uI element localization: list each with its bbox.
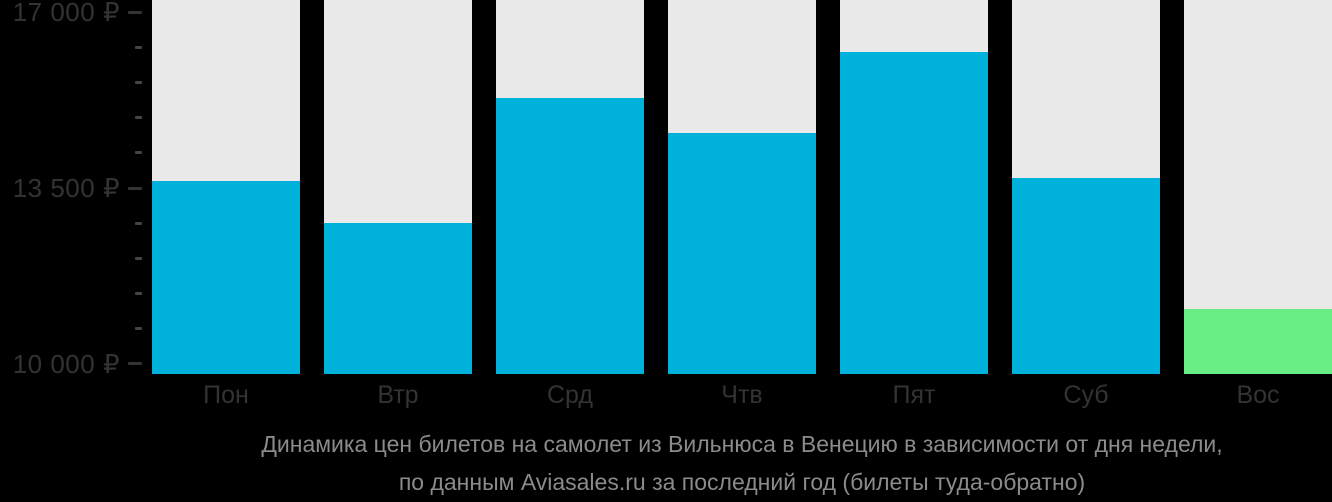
x-axis-label: Чтв (721, 381, 763, 409)
price-bar (840, 52, 988, 374)
price-bar (1012, 178, 1160, 374)
price-bar-lowest (1184, 308, 1332, 374)
bar-column-5 (840, 0, 988, 374)
price-bar (324, 223, 472, 374)
major-tick (128, 186, 142, 190)
x-axis-label: Втр (377, 381, 419, 409)
minor-tick (135, 327, 142, 331)
price-bar (152, 180, 300, 374)
major-tick (128, 10, 142, 14)
x-axis-label: Пон (203, 381, 249, 409)
x-axis-label: Вос (1236, 381, 1280, 409)
minor-tick (135, 45, 142, 49)
price-bar (496, 97, 644, 374)
plot-area (152, 0, 1332, 374)
y-axis-label: 13 500 ₽ (12, 173, 120, 203)
x-axis-label: Срд (547, 381, 593, 409)
bar-column-3 (496, 0, 644, 374)
bar-column-4 (668, 0, 816, 374)
minor-tick (135, 116, 142, 120)
bar-column-7 (1184, 0, 1332, 374)
caption-line-2: по данным Aviasales.ru за последний год … (398, 469, 1086, 495)
minor-tick (135, 80, 142, 84)
bar-column-6 (1012, 0, 1160, 374)
x-axis-label: Суб (1063, 381, 1109, 409)
minor-tick (135, 221, 142, 225)
caption-line-1: Динамика цен билетов на самолет из Вильн… (261, 431, 1223, 457)
y-axis-label: 17 000 ₽ (12, 0, 120, 28)
bar-column-2 (324, 0, 472, 374)
major-tick (128, 362, 142, 366)
price-bar (668, 132, 816, 374)
bar-column-1 (152, 0, 300, 374)
y-axis-label: 10 000 ₽ (12, 348, 120, 379)
minor-tick (135, 292, 142, 296)
x-axis-label: Пят (892, 381, 936, 409)
minor-tick (135, 151, 142, 155)
minor-tick (135, 256, 142, 260)
